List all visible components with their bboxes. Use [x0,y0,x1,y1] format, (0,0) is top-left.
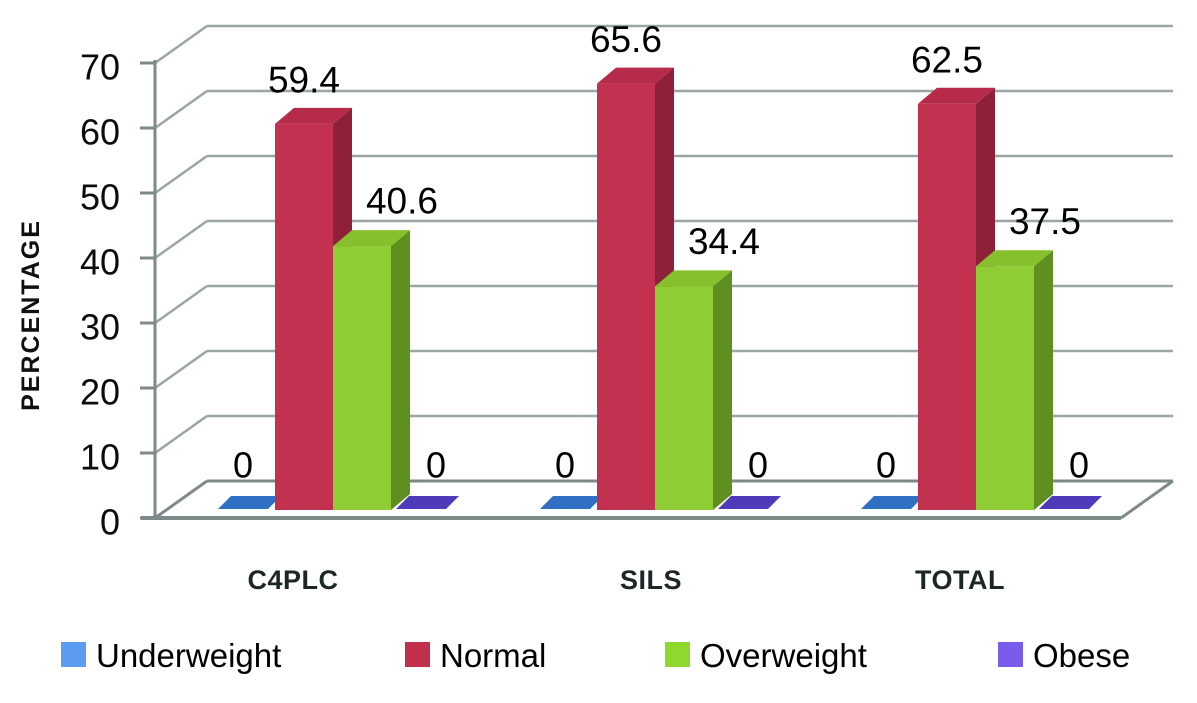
bar-front-face [333,246,391,510]
gridline-60 [154,89,1173,130]
y-axis-tick-label-50: 50 [80,177,120,218]
legend-swatch-obese [998,642,1023,667]
legend-label-normal: Normal [440,637,546,674]
y-axis-tick-label-0: 0 [100,502,120,543]
value-label-normal-c4plc: 59.4 [268,59,340,100]
bar-underweight-c4plc [218,496,281,509]
bar-front-face [976,266,1034,510]
bar-side-face [713,270,732,510]
bar-underweight-sils [540,496,603,509]
y-axis-title: PERCENTAGE [17,219,45,411]
legend-swatch-normal [405,642,430,667]
value-label-overweight-total: 37.5 [1009,201,1081,242]
gridline-diagonal-60 [154,89,208,130]
value-label-underweight-sils: 0 [555,445,575,486]
floor-right-edge [1120,479,1174,520]
gridline-diagonal-20 [154,349,208,390]
bar-top-face [655,270,732,287]
bar-front-face [655,286,713,510]
gridline-diagonal-10 [154,414,208,455]
bar-top-face [275,107,352,124]
bar-side-face [391,230,410,510]
bar-side-face [1034,250,1053,510]
value-label-normal-sils: 65.6 [590,19,662,60]
bar-obese-total [1039,496,1102,509]
y-axis-tick-label-20: 20 [80,372,120,413]
bar-overweight-total [976,250,1053,510]
legend-label-underweight: Underweight [96,637,281,674]
bar-front-face [918,103,976,510]
y-axis-tick-label-40: 40 [80,242,120,283]
value-label-obese-total: 0 [1069,445,1089,486]
bar-underweight-total [861,496,924,509]
legend-label-obese: Obese [1033,637,1130,674]
plot-area: 0 10 20 30 40 50 60 70 0 0 59.4 40.6 C4PLC 0 0 65.6 34.4… [80,19,1174,595]
gridline-40 [154,219,1173,260]
value-label-obese-c4plc: 0 [426,445,446,486]
legend-item-underweight: Underweight [61,637,281,674]
y-axis-tick-label-70: 70 [80,47,120,88]
legend-swatch-overweight [665,642,690,667]
value-label-normal-total: 62.5 [911,39,983,80]
bar-front-face [275,123,333,511]
gridline-diagonal-30 [154,284,208,325]
legend-item-obese: Obese [998,637,1130,674]
gridline-diagonal-50 [154,154,208,195]
category-label-c4plc: C4PLC [247,565,338,595]
legend-swatch-underweight [61,642,86,667]
value-label-overweight-sils: 34.4 [688,221,760,262]
gridline-diagonal-0 [154,479,208,520]
value-label-underweight-total: 0 [876,445,896,486]
bar-overweight-sils [655,270,732,510]
bar-top-face [333,230,410,247]
gridline-70 [154,24,1173,65]
bar-front-face [597,83,655,510]
bar-top-face [918,87,995,104]
bar-overweight-c4plc [333,230,410,510]
legend: Underweight Normal Overweight Obese [61,637,1130,674]
value-label-underweight-c4plc: 0 [233,445,253,486]
bar-obese-sils [718,496,781,509]
gridline-diagonal-70 [154,24,208,65]
legend-item-normal: Normal [405,637,546,674]
legend-item-overweight: Overweight [665,637,867,674]
bar-top-face [597,67,674,84]
bar-top-face [976,250,1053,267]
gridline-50 [154,154,1173,195]
category-label-sils: SILS [620,565,682,595]
y-axis-tick-label-30: 30 [80,307,120,348]
y-axis-tick-label-60: 60 [80,112,120,153]
y-axis-tick-label-10: 10 [80,437,120,478]
value-label-overweight-c4plc: 40.6 [366,181,438,222]
gridline-diagonal-40 [154,219,208,260]
category-label-total: TOTAL [915,565,1005,595]
value-label-obese-sils: 0 [748,445,768,486]
legend-label-overweight: Overweight [700,637,867,674]
bar-obese-c4plc [396,496,459,509]
